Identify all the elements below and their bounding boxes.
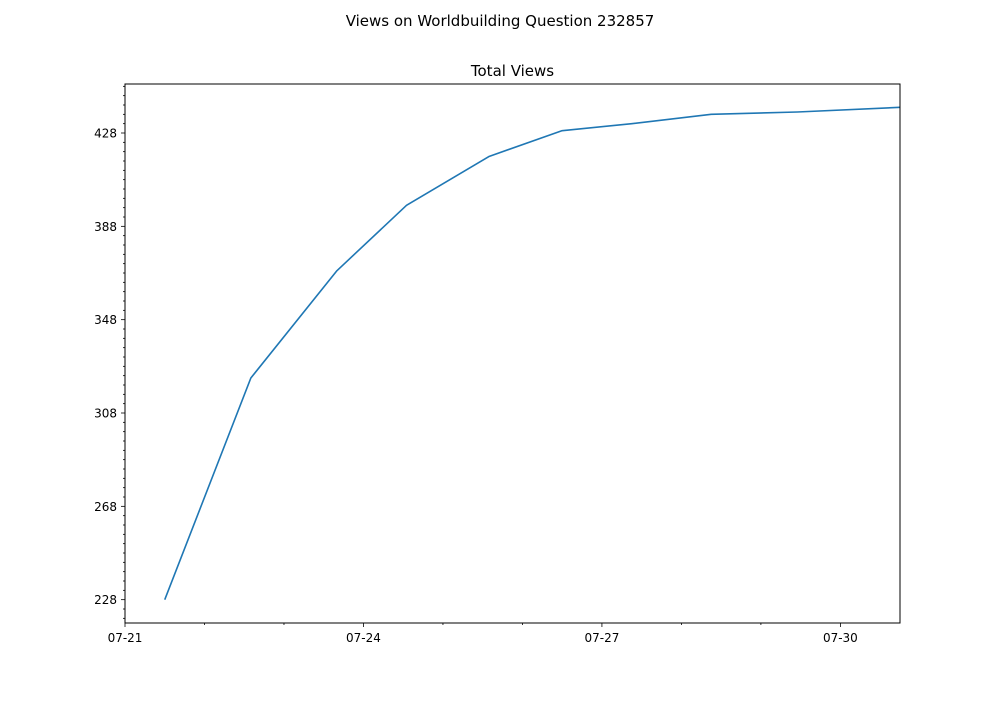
x-tick-label: 07-21 (108, 631, 143, 645)
x-tick-label: 07-24 (346, 631, 381, 645)
y-tick-label: 388 (94, 220, 117, 234)
axes-frame (124, 83, 901, 624)
chart-title: Total Views (470, 62, 554, 80)
x-tick-label: 07-27 (584, 631, 619, 645)
y-tick-label: 268 (94, 500, 117, 514)
y-tick-label: 308 (94, 407, 117, 421)
minor-ticks (123, 85, 762, 625)
plot-area (163, 106, 900, 600)
y-tick-label: 228 (94, 593, 117, 607)
major-ticks: 228 268 308 348 388 428 07-21 07-24 07-27 07-30 (94, 127, 858, 646)
y-tick-label: 428 (94, 127, 117, 141)
figure-title: Views on Worldbuilding Question 232857 (346, 12, 655, 30)
y-tick-label: 348 (94, 313, 117, 327)
x-tick-label: 07-30 (823, 631, 858, 645)
total-views-line (163, 106, 900, 600)
